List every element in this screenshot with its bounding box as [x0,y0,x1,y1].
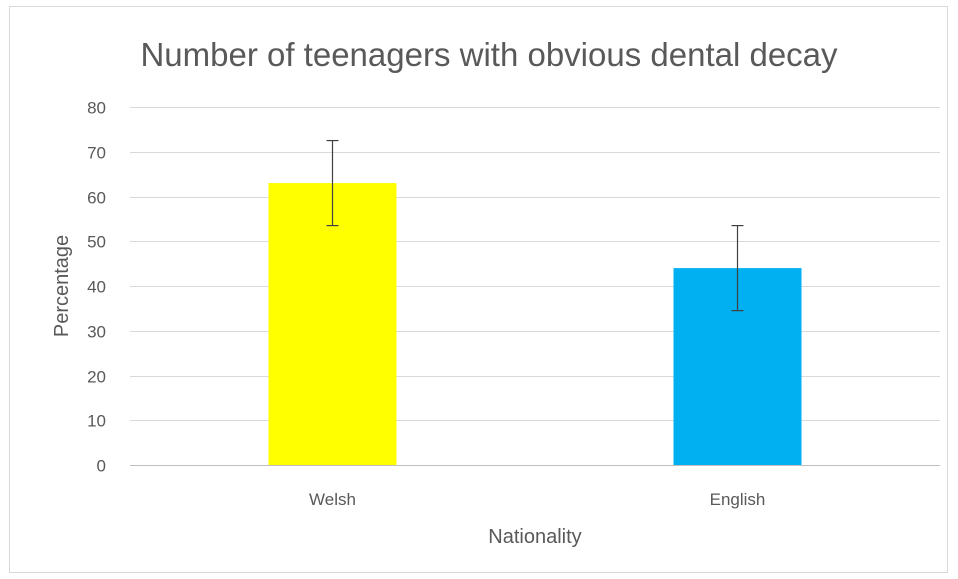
y-tick-label: 10 [87,412,106,431]
chart-title: Number of teenagers with obvious dental … [140,36,838,73]
error-bars [326,139,744,312]
y-tick-label: 20 [87,368,106,387]
y-tick-label: 40 [87,278,106,297]
y-tick-label: 60 [87,189,106,208]
x-tick-label: Welsh [309,490,356,509]
x-tick-label: English [710,490,766,509]
x-axis-title: Nationality [488,526,581,548]
gridlines [130,107,940,466]
bars [268,183,802,465]
y-tick-label: 80 [87,99,106,118]
x-axis-ticks: Welsh English [309,490,765,509]
y-tick-label: 50 [87,233,106,252]
y-tick-label: 30 [87,323,106,342]
bar-welsh [268,183,397,465]
y-tick-label: 0 [97,457,106,476]
y-axis-ticks: 0 10 20 30 40 50 60 70 80 [87,99,106,476]
y-axis-title: Percentage [51,235,73,337]
y-tick-label: 70 [87,144,106,163]
